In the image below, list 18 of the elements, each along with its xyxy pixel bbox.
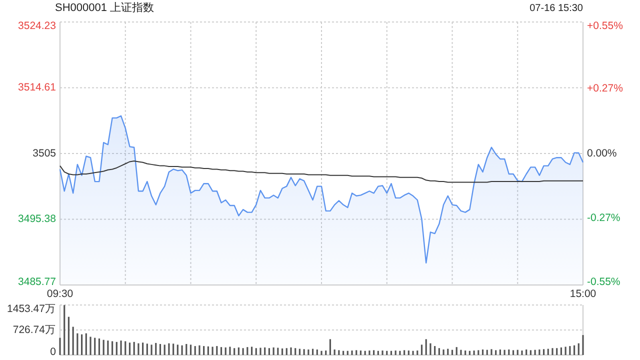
y2-tick-label: 0.00% bbox=[587, 147, 617, 160]
y-tick-label: 3505 bbox=[32, 147, 56, 160]
y-tick-label: 0 bbox=[50, 346, 56, 358]
y2-tick-label: -0.55% bbox=[587, 276, 620, 288]
y-tick-label: 726.74万 bbox=[12, 324, 56, 336]
y-tick-label: 1453.47万 bbox=[7, 303, 56, 316]
x-tick-label: 15:00 bbox=[570, 288, 596, 300]
chart-title: SH000001 上证指数 bbox=[55, 1, 154, 14]
y2-tick-label: -0.27% bbox=[587, 212, 620, 224]
line-series bbox=[60, 160, 584, 183]
y2-tick-label: +0.27% bbox=[587, 82, 623, 95]
x-tick-label: 09:30 bbox=[46, 288, 74, 300]
y-tick-label: 3514.61 bbox=[18, 82, 56, 94]
y-tick-label: 3495.38 bbox=[18, 213, 56, 226]
chart-subtitle: 07-16 15:30 bbox=[530, 3, 584, 14]
y2-tick-label: +0.55% bbox=[587, 20, 623, 32]
y-tick-label: 3524.23 bbox=[18, 20, 56, 32]
y-tick-label: 3485.77 bbox=[18, 276, 56, 288]
